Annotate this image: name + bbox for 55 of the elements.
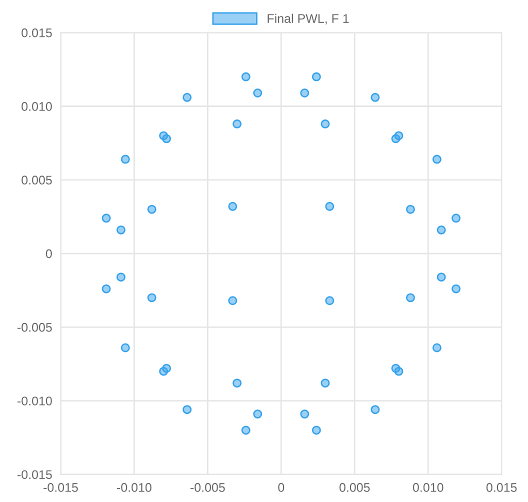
x-tick-label: -0.005	[190, 483, 225, 492]
point	[182, 92, 192, 102]
point	[312, 72, 321, 82]
y-tick-label: 0.010	[22, 102, 52, 111]
point	[232, 119, 242, 128]
point	[241, 72, 250, 82]
x-tick-label: 0	[278, 483, 284, 492]
point	[232, 378, 242, 388]
point	[241, 426, 250, 435]
point	[452, 214, 461, 223]
point	[162, 134, 172, 144]
point	[406, 293, 415, 302]
point	[300, 88, 310, 98]
point	[147, 293, 156, 302]
point	[102, 284, 111, 294]
y-tick-label: -0.015	[18, 470, 52, 480]
point	[432, 343, 442, 352]
point	[116, 225, 126, 234]
point	[228, 296, 238, 306]
point	[120, 343, 130, 352]
point	[432, 154, 442, 164]
point	[370, 405, 380, 414]
point	[116, 272, 126, 282]
point	[312, 426, 321, 435]
point	[147, 204, 156, 214]
point	[325, 296, 334, 306]
x-tick-label: 0.010	[412, 483, 444, 492]
x-tick-label: -0.015	[44, 483, 78, 492]
point	[300, 410, 310, 419]
point	[436, 272, 446, 282]
x-tick-label: 0.015	[486, 483, 517, 492]
y-tick-label: 0	[46, 249, 52, 258]
x-tick-label: 0.005	[339, 483, 370, 492]
point	[102, 214, 111, 223]
point	[325, 202, 334, 211]
point	[182, 405, 192, 414]
point	[452, 284, 461, 294]
legend-label: Final PWL, F 1	[268, 14, 349, 24]
point	[370, 92, 380, 102]
point	[391, 134, 400, 144]
y-tick-label: 0.005	[22, 176, 52, 185]
y-tick-label: 0.015	[22, 28, 52, 38]
point	[436, 225, 446, 234]
point	[320, 119, 330, 128]
point	[253, 410, 262, 419]
y-tick-label: -0.010	[18, 396, 52, 406]
x-tick-label: -0.010	[117, 483, 152, 492]
point	[253, 88, 262, 98]
point	[228, 202, 238, 211]
point	[406, 204, 415, 214]
point	[162, 364, 172, 373]
point	[391, 364, 400, 373]
point	[320, 378, 330, 388]
y-tick-label: -0.005	[18, 322, 52, 332]
point	[120, 154, 130, 164]
